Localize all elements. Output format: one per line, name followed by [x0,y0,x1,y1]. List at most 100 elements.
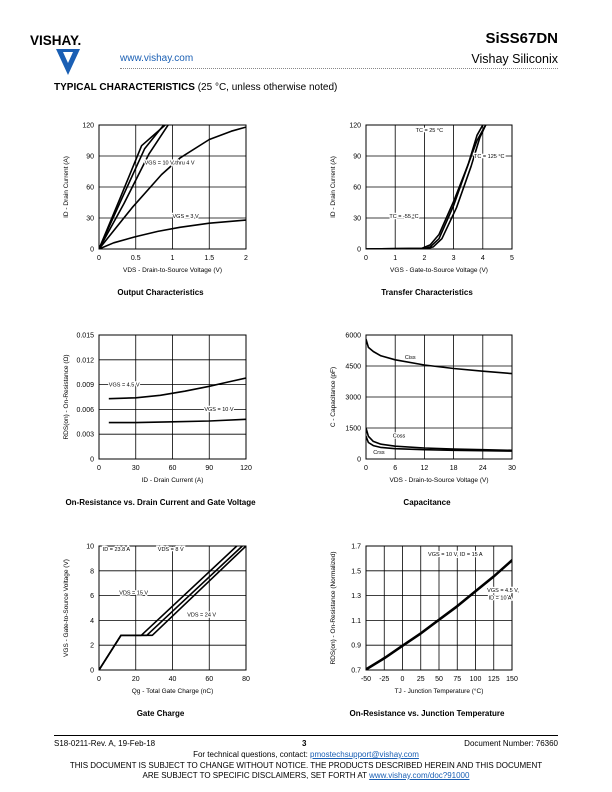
y-tick-label: 120 [349,123,361,130]
annotation: VGS = 10 V thru 4 V [145,160,195,166]
y-tick-label: 120 [82,123,94,130]
chart-title: Capacitance [403,498,451,507]
website-link[interactable]: www.vishay.com [120,53,194,64]
disclaimer-prefix: ARE SUBJECT TO SPECIFIC DISCLAIMERS, SET… [142,771,370,780]
annotation: VGS = 10 V [204,407,234,413]
series-line-2 [99,125,165,249]
x-axis-label: VDS - Drain-to-Source Voltage (V) [390,477,489,484]
series-line-1 [366,338,512,375]
x-tick-label: 30 [508,465,516,472]
document-number: Document Number: 76360 [464,739,558,748]
x-tick-label: 90 [205,465,213,472]
x-tick-label: 25 [417,676,425,683]
x-tick-label: 0 [401,676,405,683]
chart-1: 0 0.5 1 1.5 2 0 30 60 90 120 VDS - Drain-to-Source… [63,123,248,298]
y-tick-label: 30 [86,216,94,223]
contact-email-link[interactable]: pmostechsupport@vishay.com [310,750,419,759]
chart-title: On-Resistance vs. Junction Temperature [349,709,505,718]
chart-title: On-Resistance vs. Drain Current and Gate… [65,498,256,507]
y-tick-label: 0.012 [76,357,94,364]
x-tick-label: 20 [132,676,140,683]
x-tick-label: 0 [97,255,101,262]
y-tick-label: 60 [353,185,361,192]
x-tick-label: 75 [453,676,461,683]
annotation: Coss [393,433,406,439]
series-group [99,546,246,670]
annotation: TC = -55 °C [389,214,418,220]
series-line-3 [366,125,487,249]
series-line-1 [366,560,512,670]
y-axis-label: ID - Drain Current (A) [63,156,70,218]
plot-frame [365,334,513,460]
x-tick-label: 30 [132,465,140,472]
contact-prefix: For technical questions, contact: [193,750,311,759]
series-group [108,377,246,424]
y-tick-label: 1.3 [351,593,361,600]
y-tick-label: 8 [90,568,94,575]
y-tick-label: 0.7 [351,668,361,675]
y-axis-label: C - Capacitance (pF) [330,367,337,427]
x-tick-label: 50 [435,676,443,683]
series-line-3 [99,125,169,249]
plot-frame [98,545,247,671]
annotation: VGS = 10 V, ID = 15 A [428,552,483,558]
chart-3: 0 30 60 90 120 0 0.003 0.006 0.009 0.012 0.015 ID -… [63,333,256,508]
chart-title: Transfer Characteristics [381,288,473,297]
series-line-4 [99,126,246,249]
x-axis-label: ID - Drain Current (A) [142,477,204,484]
annotation: Crss [373,450,385,456]
y-axis-label: RDS(on) - On-Resistance (Normalized) [330,551,337,664]
annotation: Ciss [405,355,416,361]
y-tick-label: 0.003 [76,432,94,439]
x-tick-label: 60 [205,676,213,683]
y-tick-label: 0.9 [351,643,361,650]
section-subtitle: (25 °C, unless otherwise noted) [197,82,338,93]
x-tick-label: 24 [479,465,487,472]
plot-frame [98,124,247,250]
x-tick-label: 80 [242,676,250,683]
series-group [366,338,512,452]
x-tick-label: 120 [240,465,252,472]
x-tick-label: -50 [361,676,371,683]
annotation: VGS = 4.5 V, [487,588,519,594]
series-line-2 [366,427,512,452]
series-line-1 [99,546,238,670]
series-group [366,559,512,670]
annotation: TC = 25 °C [416,128,443,134]
y-tick-label: 0 [90,247,94,254]
y-tick-label: 60 [86,185,94,192]
x-tick-label: 12 [421,465,429,472]
x-axis-label: VGS - Gate-to-Source Voltage (V) [390,267,488,274]
annotation: ID = 10 A [489,595,512,601]
section-heading: TYPICAL CHARACTERISTICS (25 °C, unless o… [54,82,337,93]
x-tick-label: 0 [364,465,368,472]
series-group [366,125,487,249]
series-line-5 [99,219,246,249]
plot-frame [365,545,513,671]
x-tick-label: -25 [379,676,389,683]
x-tick-label: 4 [481,255,485,262]
x-tick-label: 40 [169,676,177,683]
x-tick-label: 125 [488,676,500,683]
x-tick-label: 2 [244,255,248,262]
x-axis-label: TJ - Junction Temperature (°C) [395,687,484,695]
y-tick-label: 0 [90,457,94,464]
company-name: Vishay Siliconix [471,52,558,66]
chart-title: Output Characteristics [117,288,204,297]
plot-frame [365,124,513,250]
contact-line: For technical questions, contact: pmoste… [0,750,612,759]
y-tick-label: 0.015 [76,333,94,340]
y-tick-label: 0.009 [76,382,94,389]
y-tick-label: 90 [86,154,94,161]
disclaimer-link[interactable]: www.vishay.com/doc?91000 [369,771,470,780]
series-line-1 [108,377,246,400]
y-tick-label: 6000 [345,333,361,340]
y-tick-label: 4 [90,618,94,625]
annotation: VDS = 8 V [158,547,184,553]
annotation: VGS = 4.5 V [109,382,140,388]
x-tick-label: 1 [171,255,175,262]
x-tick-label: 1 [393,255,397,262]
series-line-1 [99,125,166,249]
y-tick-label: 30 [353,216,361,223]
revision-text: S18-0211-Rev. A, 19-Feb-18 [54,739,156,748]
